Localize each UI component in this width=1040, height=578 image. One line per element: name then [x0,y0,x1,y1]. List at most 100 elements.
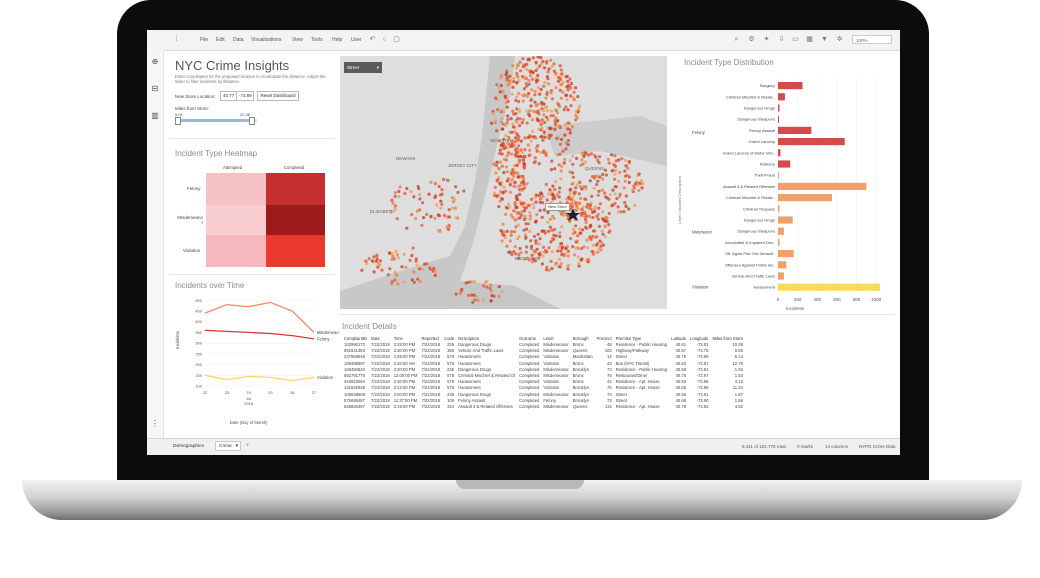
table-row[interactable]: 545825497 7/22/2018 2:19:00 PM 7/22/2018 344… [344,404,747,410]
add-icon[interactable]: ⊕ [151,57,159,66]
table-cell: Brooklyn [572,397,590,403]
y-tick-label: 450 [195,309,202,314]
heatmap-cell-violation-attempted[interactable] [206,235,266,267]
menu-view[interactable]: View [292,37,303,43]
share-icon[interactable]: ⋮ [151,419,159,428]
table-header-cell[interactable]: Time [393,336,403,341]
download-icon[interactable]: ⇩ [778,36,785,43]
table-cell: 199488597 [344,360,365,366]
table-row[interactable]: 343843094 7/22/2018 2:30:00 PM 7/22/2018 578… [344,379,747,385]
filter-icon[interactable]: ▼ [821,36,828,43]
crime-map[interactable]: Street ▾ New Store NEWARK JERSEY CITY EL… [340,56,667,309]
menu-user[interactable]: User [351,37,362,43]
zoom-select[interactable]: 100% [852,35,892,44]
bar[interactable] [778,82,803,90]
bar[interactable] [778,160,791,168]
table-header-cell[interactable]: Date [371,336,380,341]
bar[interactable] [778,149,781,157]
table-header-cell[interactable]: Reported [421,336,439,341]
chart-icon[interactable]: ▥ [151,111,159,120]
table-cell: Brooklyn [572,366,590,372]
bar[interactable] [778,272,784,280]
bar[interactable] [778,93,785,101]
miles-slider[interactable] [175,117,257,125]
add-sheet-icon[interactable]: + [246,443,250,449]
table-row[interactable]: 102990172 7/22/2018 2:28:00 PM 7/22/2018 235… [344,342,747,348]
sheet-tab-demographics[interactable]: Demographics [173,444,204,449]
bar[interactable] [778,238,780,246]
bar[interactable] [778,261,787,269]
bar[interactable] [778,104,780,112]
table-row[interactable]: 131845939 7/22/2018 2:12:00 PM 7/22/2018 578… [344,385,747,391]
bar[interactable] [778,126,812,134]
bar[interactable] [778,283,881,291]
bar[interactable] [778,182,867,190]
table-cell: 7/22/2018 [421,354,441,360]
undo-icon[interactable]: ↶ [369,36,376,43]
menu-edit[interactable]: Edit [216,37,225,43]
heatmap-cell-misdemeanor-attempted[interactable] [206,205,266,235]
bar[interactable] [778,138,845,146]
bar[interactable] [778,194,832,202]
comment-icon[interactable]: ▭ [792,36,799,43]
bar[interactable] [778,171,779,179]
table-header-cell[interactable]: Borough [572,336,589,341]
series-line[interactable] [204,374,315,382]
menu-data[interactable]: Data [233,37,244,43]
table-header-cell[interactable]: Miles from Store [712,336,743,341]
series-label: Violation [317,375,334,380]
heatmap-cell-felony-attempted[interactable] [206,173,266,205]
bar[interactable] [778,250,794,258]
table-header-cell[interactable]: Longitude [690,336,709,341]
gear-icon[interactable]: ✲ [836,36,843,43]
table-header-cell[interactable]: Outcome [519,336,537,341]
series-line[interactable] [204,301,315,333]
bar[interactable] [778,216,793,224]
slider-handle-left[interactable] [175,117,181,125]
table-row[interactable]: 891541353 7/22/2018 2:30:00 PM 7/22/2018 359… [344,348,747,354]
table-header-cell[interactable]: Latitude [671,336,687,341]
table-cell: 48 [607,342,612,347]
table-row[interactable]: 108484640 7/22/2018 2:30:00 PM 7/22/2018 235… [344,367,747,373]
table-row[interactable]: 199488597 7/22/2018 2:20:00 AM 7/22/2018 578… [344,361,747,367]
table-header-cell[interactable]: Precinct [596,336,612,341]
menu-visualizations[interactable]: Visualizations [251,37,282,43]
store-marker-icon[interactable] [566,208,580,221]
bar[interactable] [778,227,784,235]
search-icon[interactable]: ⌕ [734,36,739,43]
table-header-cell[interactable]: Premise Type [615,336,642,341]
table-row[interactable]: 582791775 7/22/2018 12:00:00 PM 7/22/2018 57… [344,373,747,379]
table-cell: 40.75 [675,354,687,360]
table-header-cell[interactable]: ComplaintID [344,336,368,341]
latitude-input[interactable]: 40.77 [220,91,237,101]
slider-handle-right[interactable] [249,117,255,125]
place-label-queens: QUEENS [585,166,605,171]
table-row[interactable]: 105848608 7/22/2018 2:00:00 PM 7/22/2018 235… [344,392,747,398]
menu-file[interactable]: File [200,37,209,43]
bar[interactable] [778,115,779,123]
page-icon[interactable]: ▢ [393,36,400,43]
bar-label: Offenses Against Public Ad.. [725,262,775,267]
table-cell: Completed [519,373,540,379]
map-layer-dropdown[interactable]: Street ▾ [344,62,382,73]
heatmap-cell-felony-completed[interactable] [266,173,325,205]
heatmap-cell-violation-completed[interactable] [266,235,325,267]
table-header-cell[interactable]: Code [444,336,455,341]
menu-tools[interactable]: Tools [311,37,323,43]
series-line[interactable] [204,329,315,340]
bar[interactable] [778,205,780,213]
longitude-input[interactable]: -73.89 [236,91,254,101]
heatmap-cell-misdemeanor-completed[interactable] [266,205,325,235]
table-header-cell[interactable]: Level [543,336,554,341]
reset-dashboard-button[interactable]: Reset Dashboard [257,91,299,101]
table-row[interactable]: 575686487 7/22/2018 11:37:00 PM 7/22/2018 10… [344,398,747,404]
sheet-tab-crime[interactable]: Crime ▾ [215,441,241,451]
bookmark-icon[interactable]: ✦ [763,36,770,43]
table-row[interactable]: 237868646 7/22/2018 1:59:00 PM 7/22/2018 578… [344,354,747,360]
table-header-cell[interactable]: Description [458,336,480,341]
grid-icon[interactable]: ▦ [806,36,813,43]
redo-icon[interactable]: ○ [382,36,387,43]
settings-icon[interactable]: ⚙ [748,36,755,43]
database-icon[interactable]: ⊟ [151,84,159,93]
menu-help[interactable]: Help [332,37,343,43]
